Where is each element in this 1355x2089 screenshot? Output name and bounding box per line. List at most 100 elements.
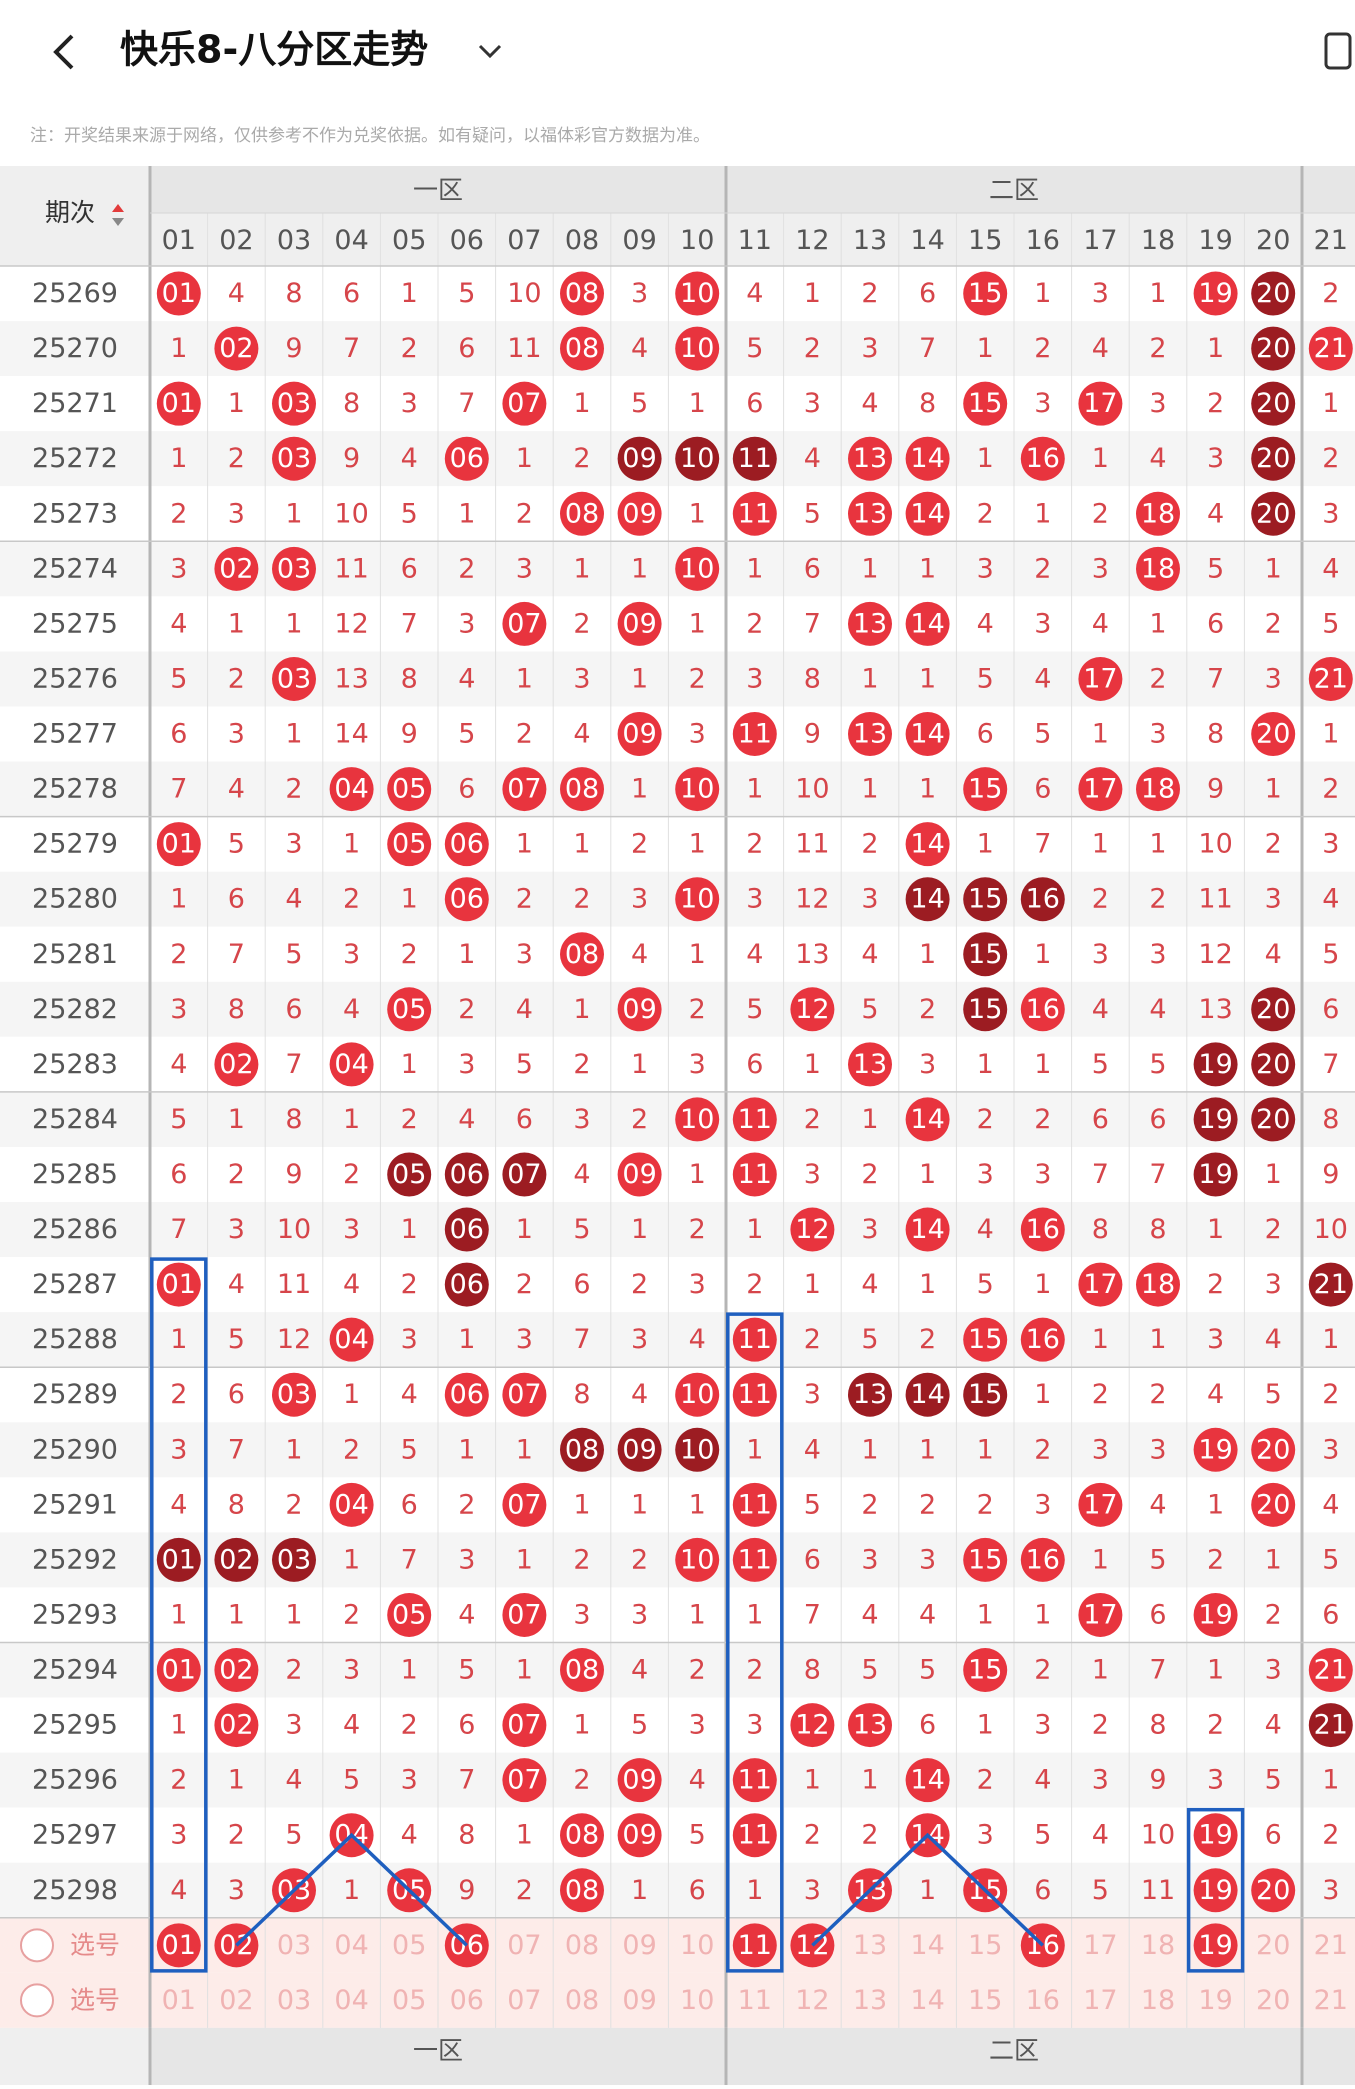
miss-count: 3 [689,719,706,750]
ball-number: 06 [450,1269,484,1300]
miss-count: 10 [1141,1820,1175,1851]
pick-number[interactable]: 19 [1198,1930,1232,1961]
device-icon[interactable] [1324,32,1352,70]
pick-number[interactable]: 19 [1198,1985,1232,2016]
column-header: 09 [622,225,656,256]
miss-count: 5 [401,1434,418,1465]
miss-count: 3 [458,1049,475,1080]
back-button[interactable] [53,34,74,70]
ball-number: 14 [910,443,944,474]
pick-number[interactable]: 21 [1314,1930,1348,1961]
pick-number[interactable]: 18 [1141,1930,1175,1961]
ball-number: 17 [1083,1269,1117,1300]
miss-count: 4 [1092,608,1109,639]
pick-number[interactable]: 10 [680,1985,714,2016]
pick-number[interactable]: 03 [277,1930,311,1961]
ball [214,1703,259,1748]
pick-number[interactable]: 08 [565,1985,599,2016]
pick-number[interactable]: 17 [1083,1985,1117,2016]
pick-number[interactable]: 20 [1256,1985,1290,2016]
pick-number[interactable]: 09 [622,1930,656,1961]
miss-count: 5 [1092,1049,1109,1080]
ball [272,656,316,701]
pick-number[interactable]: 21 [1314,1985,1348,2016]
ball [502,1372,547,1417]
miss-count: 3 [1207,1765,1224,1796]
pick-number[interactable]: 13 [853,1985,887,2016]
pick-number[interactable]: 18 [1141,1985,1175,2016]
miss-count: 1 [977,443,994,474]
ball-number: 08 [565,278,599,309]
pick-number[interactable]: 12 [795,1985,829,2016]
miss-count: 3 [1322,1434,1339,1465]
miss-count: 1 [401,278,418,309]
pick-number[interactable]: 04 [334,1930,368,1961]
ball [905,436,950,481]
miss-count: 6 [1322,994,1339,1025]
miss-count: 2 [1265,1214,1282,1245]
pick-number[interactable]: 09 [622,1985,656,2016]
pick-number[interactable]: 01 [162,1985,196,2016]
ball [617,987,662,1032]
pick-number[interactable]: 15 [968,1985,1002,2016]
pick-number[interactable]: 16 [1026,1985,1060,2016]
ball-number: 09 [622,443,656,474]
miss-count: 13 [334,663,368,694]
pick-number[interactable]: 07 [507,1985,541,2016]
pick-number[interactable]: 04 [334,1985,368,2016]
pick-number[interactable]: 01 [162,1930,196,1961]
ball-number: 01 [162,1269,196,1300]
miss-count: 5 [861,1324,878,1355]
pick-number[interactable]: 10 [680,1930,714,1961]
pick-number[interactable]: 11 [738,1985,772,2016]
miss-count: 14 [334,719,368,750]
dropdown[interactable] [478,44,502,59]
ball-number: 12 [795,1214,829,1245]
miss-count: 9 [1322,1159,1339,1190]
pick-number[interactable]: 08 [565,1930,599,1961]
ball-number: 03 [277,443,311,474]
miss-count: 4 [1322,884,1339,915]
pick-number[interactable]: 05 [392,1930,426,1961]
miss-count: 1 [573,994,590,1025]
ball-number: 09 [622,1820,656,1851]
radio[interactable] [20,1928,54,1963]
miss-count: 1 [919,1159,936,1190]
pick-number[interactable]: 20 [1256,1930,1290,1961]
pick-number[interactable]: 06 [450,1985,484,2016]
miss-count: 8 [919,388,936,419]
pick-number[interactable]: 03 [277,1985,311,2016]
pick-number[interactable]: 14 [910,1985,944,2016]
miss-count: 1 [1092,719,1109,750]
miss-count: 5 [1322,608,1339,639]
pick-number[interactable]: 13 [853,1930,887,1961]
miss-count: 1 [631,1214,648,1245]
miss-count: 8 [458,1820,475,1851]
ball [502,1703,547,1748]
ball [1193,1813,1238,1858]
miss-count: 1 [228,1104,245,1135]
miss-count: 4 [170,1049,187,1080]
ball-number: 17 [1083,1599,1117,1630]
miss-count: 2 [458,1489,475,1520]
pick-number[interactable]: 05 [392,1985,426,2016]
miss-count: 6 [401,1489,418,1520]
pick-number[interactable]: 07 [507,1930,541,1961]
pick-number[interactable]: 15 [968,1930,1002,1961]
pick-number[interactable]: 14 [910,1930,944,1961]
ball [444,1262,489,1307]
miss-count: 5 [746,333,763,364]
ball [617,1758,662,1803]
column-header: 19 [1198,225,1232,256]
ball-number: 19 [1198,1434,1232,1465]
miss-count: 11 [1141,1875,1175,1906]
pick-number[interactable]: 17 [1083,1930,1117,1961]
pick-number[interactable]: 02 [219,1985,253,2016]
miss-count: 1 [861,663,878,694]
miss-count: 1 [1322,719,1339,750]
pick-number[interactable]: 11 [738,1930,772,1961]
ball-number: 11 [738,719,772,750]
miss-count: 9 [1149,1765,1166,1796]
miss-count: 2 [1322,1379,1339,1410]
radio[interactable] [20,1983,54,2018]
